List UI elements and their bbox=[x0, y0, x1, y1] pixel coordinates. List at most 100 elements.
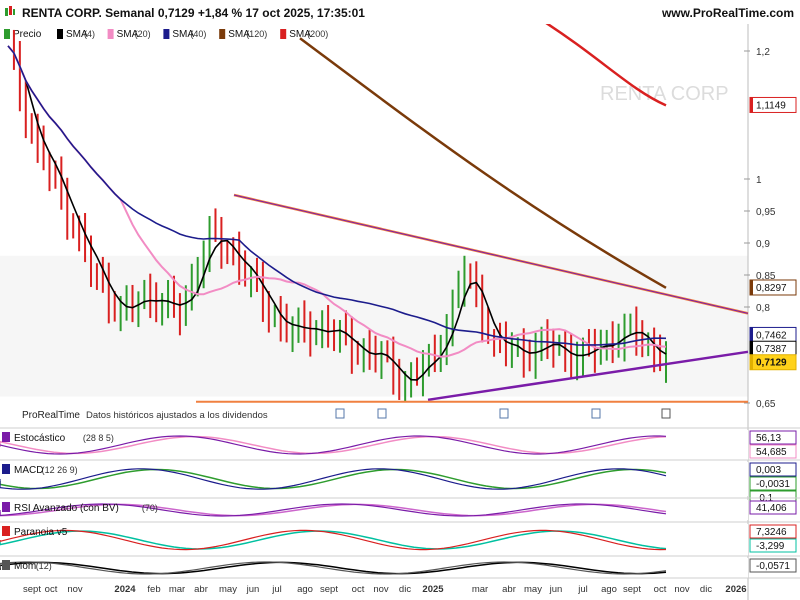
price-badge-label: 0,8297 bbox=[756, 283, 787, 294]
price-tick-label: 0,85 bbox=[756, 271, 776, 282]
legend-param: (20) bbox=[135, 29, 151, 39]
price-badge: 1,1149 bbox=[749, 96, 797, 113]
panel-value-box bbox=[749, 476, 797, 491]
time-axis-label: sept bbox=[320, 584, 338, 595]
legend-item-1: SMA(4) bbox=[57, 29, 95, 40]
price-candles bbox=[12, 29, 667, 402]
panel-value: 41,406 bbox=[749, 500, 797, 515]
indicator-main-line bbox=[0, 561, 667, 575]
panel-value-box bbox=[749, 538, 797, 553]
panel-label: RSI Avanzado (con BV) (70) bbox=[2, 502, 158, 514]
panel-value-label: 41,406 bbox=[756, 503, 787, 514]
price-tick-label: 0,65 bbox=[756, 399, 776, 410]
legend-item-3: SMA(40) bbox=[163, 29, 206, 40]
time-axis-label: ago bbox=[297, 584, 313, 595]
panel-title: Mom bbox=[14, 561, 36, 572]
panel-value: 0,003 bbox=[749, 462, 797, 477]
sma-120-line bbox=[299, 37, 667, 289]
panel-value-label: 56,13 bbox=[756, 433, 781, 444]
time-axis-label: may bbox=[219, 584, 237, 595]
panel-label: MACD(12 26 9) bbox=[2, 464, 78, 476]
time-axis-label: nov bbox=[67, 584, 83, 595]
panel-title: RSI Avanzado (con BV) bbox=[14, 503, 119, 514]
panel-value-box bbox=[749, 558, 797, 573]
price-badge-marker bbox=[750, 354, 753, 370]
legend-swatch bbox=[57, 29, 63, 39]
panel-title: Estocástico bbox=[14, 433, 66, 444]
panel-value-label: 0,003 bbox=[756, 465, 781, 476]
time-axis-label: ago bbox=[601, 584, 617, 595]
price-tick-label: 1,2 bbox=[756, 47, 770, 58]
time-axis-label: 2026 bbox=[725, 584, 746, 595]
sma-40-line bbox=[7, 45, 667, 346]
chart-area[interactable]: RENTA CORP 1,2 1 0,95 0,9 0,85 0,8 0,65 Precio SM… bbox=[0, 24, 800, 600]
panel-value-box bbox=[749, 444, 797, 459]
price-badge: 0,7387 bbox=[749, 340, 797, 357]
legend-item-0: Precio bbox=[4, 29, 42, 40]
panel-title: MACD bbox=[14, 465, 43, 476]
time-axis-label: 2024 bbox=[114, 584, 136, 595]
time-axis-label: 2025 bbox=[422, 584, 444, 595]
panel-value-label: -0,0031 bbox=[756, 479, 790, 490]
time-axis-label: oct bbox=[654, 584, 667, 595]
legend-swatch bbox=[4, 29, 10, 39]
range-shade bbox=[0, 255, 748, 397]
panel-value-label: -0,0571 bbox=[756, 561, 790, 572]
time-axis-label: nov bbox=[674, 584, 690, 595]
indicator-main-line bbox=[0, 503, 667, 517]
panel-swatch bbox=[2, 432, 10, 442]
time-axis-label: dic bbox=[700, 584, 712, 595]
legend-item-2: SMA(20) bbox=[107, 29, 151, 40]
price-badge-label: 0,7387 bbox=[756, 344, 787, 355]
legend-label: SMA bbox=[228, 29, 250, 40]
panel-value-label: -3,299 bbox=[756, 541, 785, 552]
indicator-signal-line bbox=[0, 561, 667, 575]
legend-item-4: SMA(120) bbox=[219, 29, 267, 40]
indicator-main-line bbox=[0, 529, 667, 551]
time-axis-label: dic bbox=[399, 584, 411, 595]
panel-macd: MACD(12 26 9) 0,003-0,0031-0,1 bbox=[0, 459, 800, 505]
price-badge-label: 0,7129 bbox=[756, 358, 787, 369]
legend-label: SMA bbox=[117, 29, 139, 40]
dividend-marker bbox=[591, 408, 601, 419]
panel-label: Estocástico (28 8 5) bbox=[2, 432, 114, 444]
sma-200-line bbox=[545, 24, 667, 107]
trendline-resistance-inner bbox=[233, 194, 749, 314]
watermark: RENTA CORP bbox=[600, 83, 729, 105]
time-axis-label: abr bbox=[502, 584, 516, 595]
panel-value-box bbox=[749, 462, 797, 477]
price-tick-label: 0,95 bbox=[756, 207, 776, 218]
prorealtime-label: ProRealTime bbox=[22, 410, 80, 421]
panel-swatch bbox=[2, 526, 10, 536]
panel-swatch bbox=[2, 464, 10, 474]
time-axis-label: nov bbox=[373, 584, 389, 595]
legend-swatch bbox=[219, 29, 226, 39]
panel-bg bbox=[0, 524, 748, 556]
price-badge-marker bbox=[750, 327, 753, 343]
price-badge: 0,7462 bbox=[749, 326, 797, 343]
dividend-marker bbox=[377, 408, 387, 419]
panel-value: -3,299 bbox=[749, 538, 797, 553]
panel-param: (70) bbox=[142, 503, 158, 513]
time-axis-label: mar bbox=[169, 584, 185, 595]
panel-value: -0,0571 bbox=[749, 558, 797, 573]
legend-swatch bbox=[163, 29, 170, 39]
panel-swatch bbox=[2, 502, 10, 512]
sma-4-line bbox=[7, 45, 667, 381]
time-axis-label: jun bbox=[246, 584, 260, 595]
legend-param: (120) bbox=[246, 29, 267, 39]
panel-label: Mom (12) bbox=[2, 560, 52, 572]
price-tick-label: 0,8 bbox=[756, 303, 770, 314]
panel-value-box bbox=[749, 500, 797, 515]
legend-swatch bbox=[107, 29, 114, 39]
time-axis-label: jun bbox=[549, 584, 563, 595]
panel-value-box bbox=[749, 430, 797, 445]
price-tick-label: 0,9 bbox=[756, 239, 770, 250]
time-axis-label: may bbox=[524, 584, 542, 595]
site-url[interactable]: www.ProRealTime.com bbox=[661, 6, 794, 20]
panel-param: (12 26 9) bbox=[42, 465, 78, 475]
chart-header: RENTA CORP. Semanal 0,7129 +1,84 % 17 oc… bbox=[0, 0, 800, 25]
trendline-support bbox=[427, 350, 749, 402]
indicator-signal-line bbox=[0, 503, 667, 517]
price-badge: 0,7129 bbox=[749, 354, 797, 371]
